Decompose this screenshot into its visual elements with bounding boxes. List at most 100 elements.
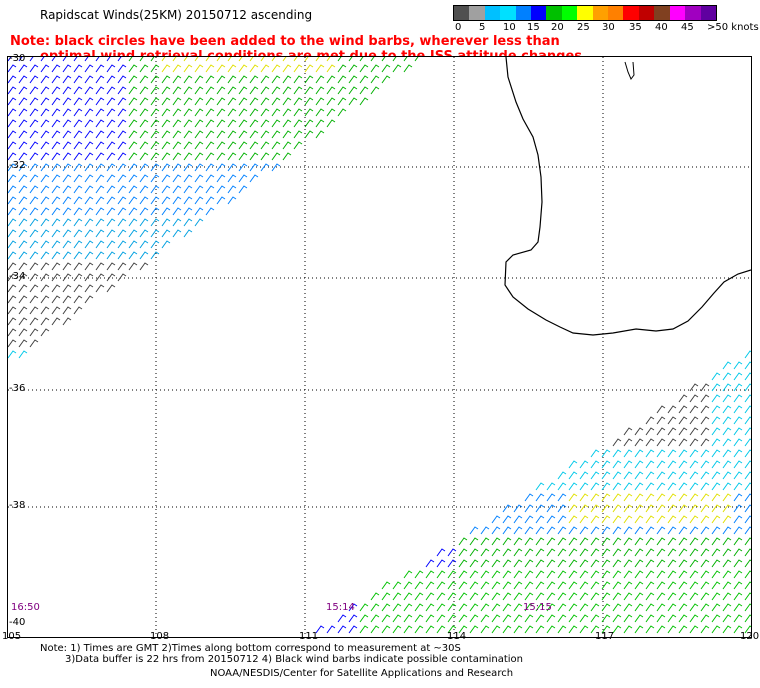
- wind-barb: [139, 64, 149, 73]
- wind-barb: [436, 603, 446, 612]
- wind-barb: [458, 581, 468, 590]
- wind-barb: [51, 229, 61, 238]
- wind-barb: [216, 163, 226, 172]
- wind-barb: [667, 526, 677, 535]
- wind-barb: [623, 482, 633, 491]
- wind-barb: [172, 229, 182, 238]
- wind-barb: [722, 526, 732, 535]
- wind-barb: [183, 75, 193, 84]
- wind-barb: [282, 57, 287, 62]
- wind-barb: [502, 537, 512, 546]
- wind-barb: [8, 295, 17, 304]
- legend-label: 5: [479, 22, 486, 33]
- wind-barb: [370, 64, 380, 73]
- wind-barb: [634, 603, 644, 612]
- wind-barb: [645, 427, 655, 436]
- wind-barb: [62, 64, 72, 73]
- wind-barb: [546, 504, 556, 513]
- wind-barb: [678, 449, 688, 458]
- wind-barb: [216, 97, 226, 106]
- wind-barb: [711, 416, 721, 425]
- footer-line-2: 3)Data buffer is 22 hrs from 20150712 4)…: [65, 654, 523, 665]
- wind-barb: [546, 526, 556, 535]
- wind-barb: [458, 603, 468, 612]
- wind-barb: [40, 57, 45, 62]
- wind-barb: [84, 273, 94, 282]
- wind-barb: [161, 218, 171, 227]
- wind-barb: [392, 625, 402, 634]
- wind-barb: [557, 592, 567, 601]
- wind-barb: [205, 57, 210, 62]
- wind-barb: [414, 603, 424, 612]
- wind-barb: [612, 625, 622, 634]
- wind-barb: [8, 75, 17, 84]
- wind-barb: [656, 548, 666, 557]
- wind-barb: [150, 240, 160, 249]
- wind-barb: [645, 460, 655, 469]
- wind-barb: [623, 515, 633, 524]
- wind-barb: [161, 207, 171, 216]
- wind-barb: [194, 185, 204, 194]
- wind-barb: [315, 57, 320, 62]
- wind-barb: [524, 570, 534, 579]
- wind-barb: [8, 339, 17, 348]
- wind-barb: [678, 581, 688, 590]
- wind-barb: [678, 603, 688, 612]
- wind-barb: [425, 603, 435, 612]
- wind-barb: [51, 284, 61, 293]
- wind-barb: [161, 152, 171, 161]
- wind-barb: [359, 64, 369, 73]
- wind-barb: [689, 416, 699, 425]
- wind-barb: [711, 493, 721, 502]
- note-line-1: Note: black circles have been added to t…: [10, 34, 560, 49]
- wind-barb: [711, 526, 721, 535]
- wind-barb: [282, 152, 292, 161]
- wind-barb: [667, 482, 677, 491]
- wind-barb: [601, 471, 611, 480]
- wind-barb: [722, 405, 732, 414]
- wind-barb: [447, 559, 457, 568]
- wind-barb: [227, 86, 237, 95]
- wind-barb: [711, 614, 721, 623]
- wind-barb: [436, 581, 446, 590]
- wind-barb: [172, 64, 182, 73]
- wind-barb: [513, 515, 523, 524]
- wind-barb: [711, 515, 721, 524]
- wind-barb: [744, 471, 751, 480]
- wind-barb: [293, 86, 303, 95]
- wind-barb: [623, 625, 633, 634]
- wind-barb: [194, 119, 204, 128]
- map-title: Rapidscat Winds(25KM) 20150712 ascending: [40, 8, 313, 22]
- wind-barb: [634, 559, 644, 568]
- wind-barb: [139, 218, 149, 227]
- wind-barb: [711, 504, 721, 513]
- wind-barb: [260, 152, 270, 161]
- wind-barb: [557, 570, 567, 579]
- wind-barb: [700, 449, 710, 458]
- wind-map[interactable]: -30 -32 -34 -36 -38 -40 16:50 15:14 15:1…: [7, 53, 752, 638]
- wind-barb: [678, 614, 688, 623]
- wind-barb: [172, 130, 182, 139]
- wind-barb: [106, 207, 116, 216]
- lat-label-34: -34: [9, 271, 26, 282]
- wind-barb: [249, 57, 254, 62]
- wind-barb: [51, 207, 61, 216]
- wind-barb: [18, 97, 28, 106]
- wind-barb: [469, 592, 479, 601]
- legend-swatch: [561, 6, 578, 20]
- wind-barb: [689, 537, 699, 546]
- wind-barb: [667, 460, 677, 469]
- wind-barb: [150, 152, 160, 161]
- wind-barb: [51, 317, 61, 326]
- wind-barb: [612, 603, 622, 612]
- wind-barb: [568, 592, 578, 601]
- wind-barb: [381, 581, 391, 590]
- wind-barb: [95, 97, 105, 106]
- wind-barb: [8, 262, 17, 271]
- wind-barb: [51, 185, 61, 194]
- wind-barb: [502, 614, 512, 623]
- wind-barb: [62, 108, 72, 117]
- wind-barb: [73, 97, 83, 106]
- wind-barb: [744, 416, 751, 425]
- wind-barb: [128, 240, 138, 249]
